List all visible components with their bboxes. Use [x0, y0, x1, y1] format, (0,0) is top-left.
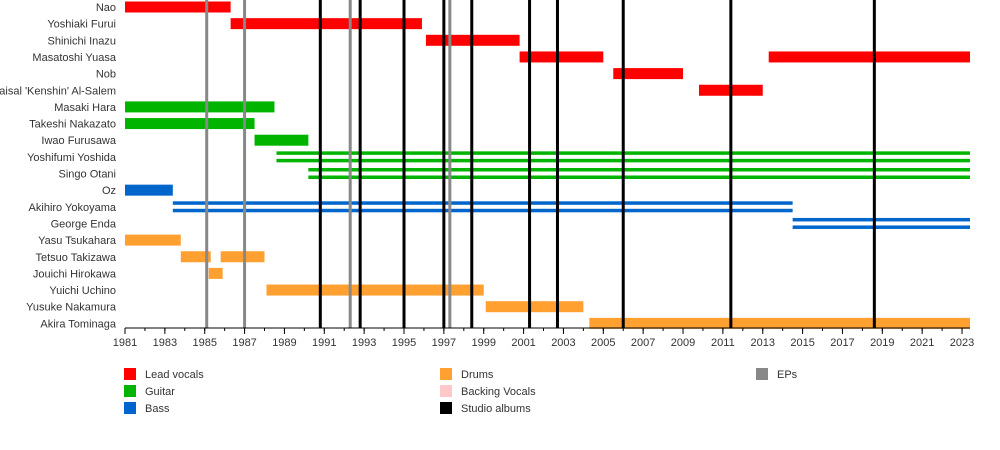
studio-album-line-5 [528, 0, 532, 328]
x-tick-label-2021: 2021 [910, 337, 934, 349]
member-label-masaki-hara: Masaki Hara [54, 102, 117, 114]
bar-masatoshi-yuasa-1 [768, 51, 970, 63]
x-axis: 1981 1983 1985 1987 1989 1991 1993 1995 1997 1999… [113, 327, 974, 349]
member-label-nao: Nao [96, 2, 116, 14]
member-label-yoshiaki-furui: Yoshiaki Furui [47, 19, 116, 31]
studio-album-line-0 [318, 0, 322, 328]
studio-album-line-8 [729, 0, 733, 328]
x-tick-label-1989: 1989 [272, 337, 296, 349]
studio-album-line-9 [872, 0, 876, 328]
legend-swatch-bass [124, 402, 136, 414]
x-tick-label-2011: 2011 [711, 337, 735, 349]
bar-nao-0 [125, 1, 231, 13]
x-tick-label-2007: 2007 [631, 337, 655, 349]
x-tick-label-1983: 1983 [153, 337, 177, 349]
bar-masatoshi-yuasa-0 [519, 51, 604, 63]
legend-swatch-backing-vocals [440, 385, 452, 397]
legend: Lead vocals Guitar Bass Drums Backing Vocals… [124, 368, 798, 415]
member-label-akira-tominaga: Akira Tominaga [40, 318, 116, 330]
member-label-iwao-furusawa: Iwao Furusawa [41, 135, 116, 147]
bar-iwao-furusawa-0 [254, 134, 309, 146]
x-tick-label-1995: 1995 [392, 337, 416, 349]
x-tick-label-2005: 2005 [591, 337, 615, 349]
bar-singo-otani-0-stripe-1 [308, 175, 970, 179]
ep-line-3 [448, 0, 452, 328]
bar-akira-tominaga-0 [589, 317, 970, 329]
ep-line-2 [348, 0, 352, 328]
studio-album-line-7 [621, 0, 625, 328]
bar-tetsuo-takizawa-1 [220, 251, 265, 263]
bar-masaki-hara-0 [125, 101, 275, 113]
bar-yuichi-uchino-0 [266, 284, 484, 296]
x-tick-label-2017: 2017 [830, 337, 854, 349]
bar-george-enda-0-stripe-1 [792, 225, 970, 229]
bar-singo-otani-0-stripe-0 [308, 168, 970, 172]
x-tick-label-2013: 2013 [750, 337, 774, 349]
x-tick-label-1991: 1991 [312, 337, 336, 349]
legend-swatch-lead-vocals [124, 368, 136, 380]
x-tick-label-1999: 1999 [471, 337, 495, 349]
legend-swatch-drums [440, 368, 452, 380]
bar-tetsuo-takizawa-0 [180, 251, 211, 263]
member-label-george-enda: George Enda [51, 218, 117, 230]
member-label-yoshifumi-yoshida: Yoshifumi Yoshida [27, 152, 117, 164]
ep-line-1 [243, 0, 247, 328]
legend-label-backing-vocals: Backing Vocals [461, 386, 536, 398]
bar-oz-0 [125, 184, 173, 196]
x-tick-label-2023: 2023 [950, 337, 974, 349]
member-label-akihiro-yokoyama: Akihiro Yokoyama [29, 202, 117, 214]
bar-jouichi-hirokawa-0 [208, 267, 223, 279]
studio-album-line-4 [470, 0, 474, 328]
x-tick-label-2001: 2001 [511, 337, 535, 349]
x-tick-label-2019: 2019 [870, 337, 894, 349]
legend-swatch-eps [756, 368, 768, 380]
bar-yasu-tsukahara-0 [125, 234, 181, 246]
bar-george-enda-0-stripe-0 [792, 217, 970, 222]
studio-album-line-2 [402, 0, 406, 328]
x-tick-label-1985: 1985 [192, 337, 216, 349]
x-tick-label-1993: 1993 [352, 337, 376, 349]
bar-yoshiaki-furui-0 [230, 18, 422, 30]
legend-label-studio-albums: Studio albums [461, 403, 531, 415]
x-tick-label-2015: 2015 [790, 337, 814, 349]
member-labels: Nao Yoshiaki Furui Shinichi Inazu Masatoshi… [0, 2, 117, 330]
legend-label-bass: Bass [145, 403, 170, 415]
release-lines [205, 0, 876, 328]
member-label-nob: Nob [96, 69, 116, 81]
member-label-yusuke-nakamura: Yusuke Nakamura [26, 302, 117, 314]
legend-label-drums: Drums [461, 369, 494, 381]
x-tick-label-2003: 2003 [551, 337, 575, 349]
bar-nob-0 [613, 68, 684, 80]
member-label-yuichi-uchino: Yuichi Uchino [49, 285, 116, 297]
member-label-jouichi-hirokawa: Jouichi Hirokawa [33, 268, 117, 280]
bar-akihiro-yokoyama-0-stripe-1 [172, 208, 793, 213]
legend-swatch-guitar [124, 385, 136, 397]
member-label-faisal-kenshin-al-salem: Faisal 'Kenshin' Al-Salem [0, 85, 116, 97]
legend-swatch-studio-albums [440, 402, 452, 414]
studio-album-line-1 [358, 0, 362, 328]
x-tick-label-1981: 1981 [113, 337, 137, 349]
bar-takeshi-nakazato-0 [125, 118, 255, 130]
legend-label-guitar: Guitar [145, 386, 175, 398]
member-label-masatoshi-yuasa: Masatoshi Yuasa [32, 52, 116, 64]
member-label-shinichi-inazu: Shinichi Inazu [48, 35, 117, 47]
studio-album-line-6 [555, 0, 559, 328]
bar-akihiro-yokoyama-0-stripe-0 [172, 201, 793, 205]
legend-label-eps: EPs [777, 369, 798, 381]
legend-label-lead-vocals: Lead vocals [145, 369, 204, 381]
member-label-tetsuo-takizawa: Tetsuo Takizawa [35, 252, 116, 264]
member-bars [125, 1, 970, 329]
member-label-yasu-tsukahara: Yasu Tsukahara [38, 235, 117, 247]
member-label-oz: Oz [102, 185, 116, 197]
studio-album-line-3 [442, 0, 446, 328]
x-tick-label-1997: 1997 [432, 337, 456, 349]
x-tick-label-2009: 2009 [671, 337, 695, 349]
member-label-singo-otani: Singo Otani [59, 169, 116, 181]
member-label-takeshi-nakazato: Takeshi Nakazato [29, 119, 116, 131]
ep-line-0 [205, 0, 209, 328]
x-tick-label-1987: 1987 [232, 337, 256, 349]
bar-yusuke-nakamura-0 [485, 301, 584, 313]
